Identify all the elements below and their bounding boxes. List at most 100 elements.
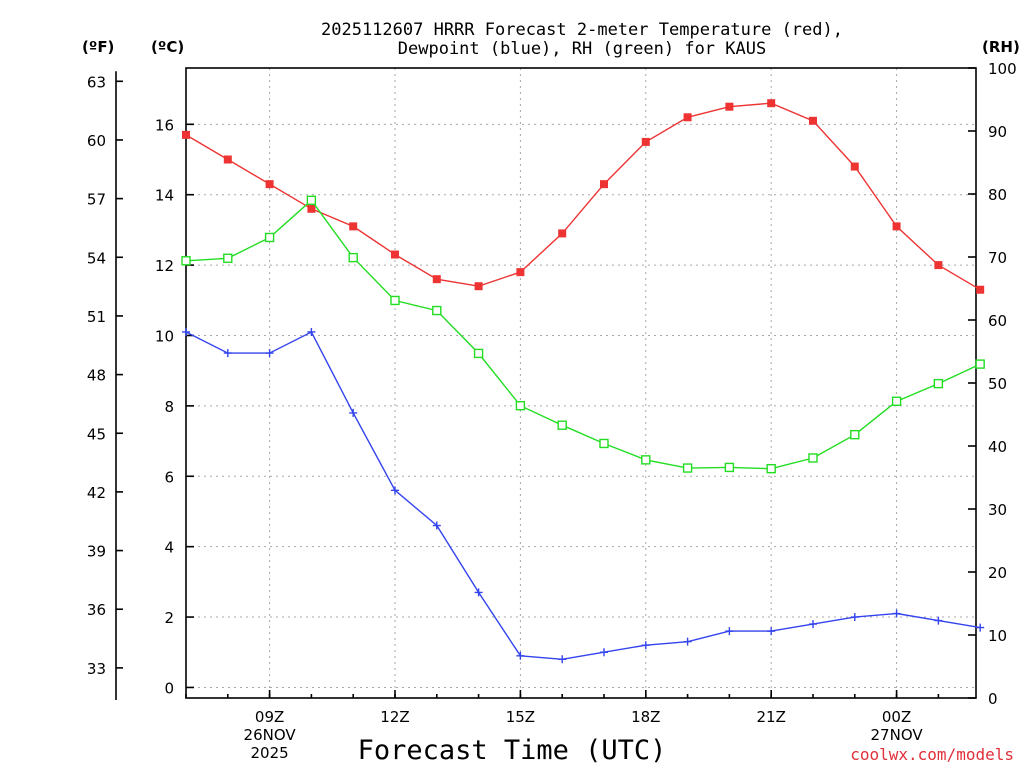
dewpoint-point bbox=[223, 349, 232, 358]
rh-point bbox=[264, 232, 275, 243]
x-tick-date: 26NOV bbox=[244, 726, 297, 744]
celsius-tick-label: 6 bbox=[164, 468, 174, 486]
celsius-tick-label: 4 bbox=[164, 539, 174, 557]
x-tick-year: 2025 bbox=[251, 744, 289, 762]
temperature-point bbox=[474, 282, 483, 291]
temperature-point bbox=[892, 222, 901, 231]
rh-point bbox=[557, 420, 567, 430]
rh-point bbox=[348, 252, 358, 263]
rh-point bbox=[975, 359, 985, 369]
rh-point bbox=[599, 438, 609, 449]
fahrenheit-unit-label: (ºF) bbox=[82, 38, 114, 56]
fahrenheit-tick-label: 39 bbox=[87, 543, 106, 561]
rh-point bbox=[766, 463, 776, 474]
celsius-tick-label: 0 bbox=[164, 679, 174, 697]
rh-tick-label: 20 bbox=[988, 564, 1007, 582]
x-tick-label: 21Z bbox=[756, 708, 785, 726]
rh-point bbox=[306, 195, 317, 206]
fahrenheit-tick-label: 42 bbox=[87, 484, 106, 502]
celsius-unit-label: (ºC) bbox=[151, 38, 184, 56]
celsius-tick-label: 8 bbox=[164, 398, 174, 416]
rh-tick-label: 10 bbox=[988, 627, 1007, 645]
rh-tick-label: 70 bbox=[988, 249, 1007, 267]
temperature-point bbox=[808, 116, 817, 125]
x-tick-label: 09Z bbox=[255, 708, 284, 726]
dewpoint-point bbox=[599, 648, 608, 657]
rh-tick-label: 40 bbox=[988, 438, 1007, 456]
plot-frame bbox=[185, 67, 977, 699]
dewpoint-point bbox=[976, 623, 985, 632]
rh-point bbox=[808, 453, 818, 463]
rh-tick-label: 100 bbox=[988, 60, 1017, 78]
chart-title-line1: 2025112607 HRRR Forecast 2-meter Tempera… bbox=[321, 20, 843, 40]
rh-point bbox=[181, 256, 191, 266]
celsius-tick-label: 2 bbox=[164, 609, 174, 627]
temperature-point bbox=[683, 113, 692, 122]
celsius-tick-label: 10 bbox=[155, 327, 174, 345]
temperature-point bbox=[516, 268, 525, 277]
temperature-point bbox=[349, 222, 358, 231]
series-layer bbox=[181, 99, 985, 664]
rh-point bbox=[473, 348, 484, 359]
temperature-point bbox=[934, 261, 943, 270]
dewpoint-point bbox=[683, 637, 692, 646]
rh-unit-label: (RH) bbox=[982, 38, 1020, 56]
dewpoint-point bbox=[850, 613, 859, 622]
rh-point bbox=[641, 455, 651, 465]
x-axis-label: Forecast Time (UTC) bbox=[358, 735, 667, 766]
fahrenheit-tick-label: 54 bbox=[87, 249, 106, 267]
rh-point bbox=[850, 429, 860, 440]
celsius-tick-label: 14 bbox=[155, 187, 174, 205]
rh-point bbox=[933, 378, 944, 389]
dewpoint-point bbox=[349, 408, 358, 417]
dewpoint-point bbox=[641, 641, 650, 650]
rh-point bbox=[432, 305, 442, 316]
rh-tick-label: 80 bbox=[988, 186, 1007, 204]
credit-text: coolwx.com/models bbox=[850, 745, 1014, 764]
temperature-point bbox=[599, 180, 608, 189]
rh-point bbox=[724, 462, 735, 473]
x-tick-label: 18Z bbox=[631, 708, 660, 726]
dewpoint-point bbox=[182, 327, 190, 336]
temperature-point bbox=[725, 102, 734, 111]
x-tick-label: 12Z bbox=[380, 708, 409, 726]
grid-lines bbox=[186, 68, 976, 698]
dewpoint-point bbox=[934, 616, 943, 625]
rh-point bbox=[515, 400, 526, 411]
temperature-point bbox=[767, 99, 776, 108]
x-tick-label: 00Z bbox=[882, 708, 911, 726]
dewpoint-point bbox=[558, 655, 567, 664]
fahrenheit-tick-label: 57 bbox=[87, 191, 106, 209]
rh-series-line bbox=[185, 199, 981, 470]
temperature-point bbox=[182, 130, 190, 139]
dewpoint-point bbox=[808, 620, 817, 629]
chart-title-line2: Dewpoint (blue), RH (green) for KAUS bbox=[398, 39, 766, 59]
x-tick-date: 27NOV bbox=[871, 726, 924, 744]
rh-point bbox=[223, 253, 233, 263]
temperature-point bbox=[850, 162, 859, 171]
celsius-tick-label: 12 bbox=[155, 257, 174, 275]
fahrenheit-tick-label: 60 bbox=[87, 132, 106, 150]
x-tick-label: 15Z bbox=[506, 708, 535, 726]
temperature-point bbox=[976, 285, 985, 294]
rh-point bbox=[682, 463, 693, 473]
temperature-point bbox=[558, 229, 567, 238]
celsius-tick-label: 16 bbox=[155, 116, 174, 134]
temperature-point bbox=[641, 137, 650, 146]
dewpoint-point bbox=[725, 627, 734, 636]
fahrenheit-tick-label: 48 bbox=[87, 367, 106, 385]
rh-tick-label: 60 bbox=[988, 312, 1007, 330]
rh-tick-label: 0 bbox=[988, 690, 998, 708]
dewpoint-point bbox=[307, 327, 316, 336]
temperature-point bbox=[307, 204, 316, 213]
dewpoint-point bbox=[474, 588, 483, 597]
temperature-point bbox=[265, 180, 274, 189]
dewpoint-point bbox=[892, 609, 901, 618]
rh-tick-label: 90 bbox=[988, 123, 1007, 141]
dewpoint-point bbox=[265, 349, 274, 358]
dewpoint-point bbox=[516, 651, 525, 660]
rh-point bbox=[891, 396, 902, 406]
fahrenheit-tick-label: 51 bbox=[87, 308, 106, 326]
